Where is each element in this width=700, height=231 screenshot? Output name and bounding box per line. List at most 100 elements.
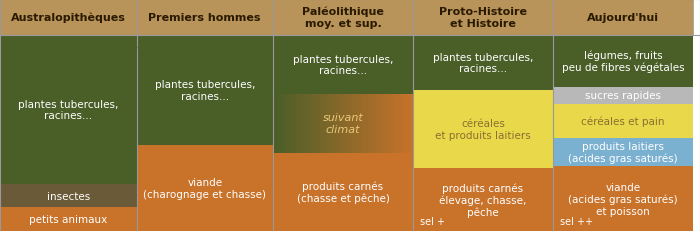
Text: petits animaux: petits animaux [29, 214, 107, 224]
Bar [354, 94, 356, 153]
Bar [304, 94, 307, 153]
Bar [389, 94, 391, 153]
Bar [553, 167, 693, 231]
Bar [298, 94, 300, 153]
Bar [364, 94, 367, 153]
Bar [360, 94, 363, 153]
Text: céréales
et produits laitiers: céréales et produits laitiers [435, 119, 531, 140]
Bar [340, 94, 342, 153]
Bar [393, 94, 396, 153]
Bar [356, 94, 358, 153]
Bar [342, 94, 344, 153]
Bar [368, 94, 370, 153]
Text: sel +: sel + [420, 216, 445, 226]
Bar [301, 94, 304, 153]
Bar [399, 94, 402, 153]
Bar [318, 94, 321, 153]
Bar [273, 36, 413, 94]
Bar [413, 0, 553, 36]
Text: suivant
climat: suivant climat [323, 113, 363, 134]
Bar [413, 36, 553, 91]
Bar [374, 94, 377, 153]
Text: Paléolithique
moy. et sup.: Paléolithique moy. et sup. [302, 7, 384, 29]
Bar [0, 208, 136, 231]
Bar [308, 94, 311, 153]
Text: Australopithèques: Australopithèques [10, 13, 126, 23]
Bar [370, 94, 372, 153]
Bar [294, 94, 297, 153]
Text: produits laitiers
(acides gras saturés): produits laitiers (acides gras saturés) [568, 141, 678, 164]
Bar [349, 94, 351, 153]
Bar [384, 94, 386, 153]
Bar [315, 94, 317, 153]
Bar [372, 94, 375, 153]
Bar [345, 94, 347, 153]
Bar [378, 94, 381, 153]
Bar [413, 91, 553, 169]
Bar [274, 94, 277, 153]
Text: légumes, fruits
peu de fibres végétales: légumes, fruits peu de fibres végétales [561, 50, 685, 73]
Bar [553, 88, 693, 104]
Bar [330, 94, 333, 153]
Bar [309, 94, 312, 153]
Bar [382, 94, 384, 153]
Bar [328, 94, 330, 153]
Text: Aujourd'hui: Aujourd'hui [587, 13, 659, 23]
Bar [288, 94, 291, 153]
Bar [0, 36, 136, 184]
Bar [406, 94, 409, 153]
Text: plantes tubercules,
racines...: plantes tubercules, racines... [155, 80, 255, 101]
Bar [302, 94, 305, 153]
Bar [400, 94, 403, 153]
Bar [321, 94, 323, 153]
Bar [392, 94, 395, 153]
Bar [335, 94, 337, 153]
Bar [300, 94, 302, 153]
Bar [337, 94, 340, 153]
Text: www.hominides.com: www.hominides.com [57, 42, 251, 60]
Bar [553, 138, 693, 167]
Bar [395, 94, 398, 153]
Text: viande
(charognage et chasse): viande (charognage et chasse) [144, 177, 266, 199]
Text: viande
(acides gras saturés)
et poisson: viande (acides gras saturés) et poisson [568, 182, 678, 216]
Bar [323, 94, 326, 153]
Text: produits carnés
élevage, chasse,
pêche: produits carnés élevage, chasse, pêche [440, 182, 526, 217]
Bar [136, 36, 273, 145]
Bar [326, 94, 328, 153]
Bar [553, 0, 693, 36]
Bar [359, 94, 361, 153]
Text: Proto-Histoire
et Histoire: Proto-Histoire et Histoire [439, 7, 527, 29]
Bar [0, 184, 136, 208]
Bar [0, 0, 136, 36]
Bar [410, 94, 412, 153]
Bar [386, 94, 389, 153]
Bar [281, 94, 284, 153]
Bar [343, 94, 346, 153]
Bar [286, 94, 288, 153]
Text: céréales et pain: céréales et pain [581, 116, 665, 126]
Text: produits carnés
(chasse et pêche): produits carnés (chasse et pêche) [297, 181, 389, 203]
Bar [287, 94, 290, 153]
Bar [412, 94, 414, 153]
Bar [314, 94, 316, 153]
Bar [332, 94, 335, 153]
Bar [385, 94, 388, 153]
Text: sel ++: sel ++ [560, 216, 593, 226]
Bar [553, 36, 693, 88]
Bar [350, 94, 352, 153]
Bar [136, 145, 273, 231]
Bar [363, 94, 365, 153]
Bar [295, 94, 298, 153]
Bar [377, 94, 379, 153]
Bar [284, 94, 286, 153]
Bar [402, 94, 405, 153]
Bar [553, 104, 693, 138]
Bar [273, 94, 275, 153]
Bar [391, 94, 393, 153]
Text: sucres rapides: sucres rapides [585, 91, 661, 101]
Bar [346, 94, 349, 153]
Bar [413, 169, 553, 231]
Text: plantes tubercules,
racines...: plantes tubercules, racines... [433, 52, 533, 74]
Bar [280, 94, 282, 153]
Bar [276, 94, 279, 153]
